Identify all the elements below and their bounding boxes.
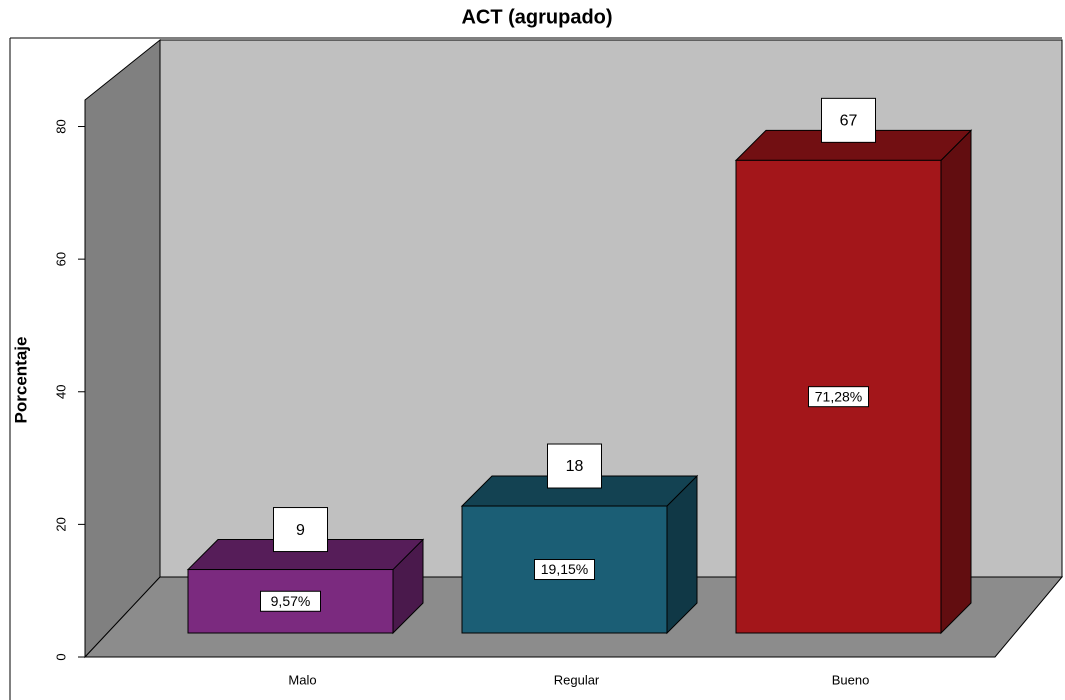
y-axis-label: Porcentaje	[11, 337, 30, 424]
x-tick-label: Regular	[554, 672, 600, 687]
y-tick-label: 60	[53, 252, 68, 266]
value-label: 9,57%	[271, 593, 311, 609]
y-tick-label: 0	[53, 653, 68, 660]
value-label-box	[260, 590, 321, 612]
x-tick-label: Bueno	[832, 672, 870, 687]
value-label: 19,15%	[541, 561, 588, 577]
chart-title: ACT (agrupado)	[461, 6, 612, 28]
y-tick-label: 20	[53, 517, 68, 531]
side-wall	[84, 38, 161, 659]
y-tick-label: 40	[53, 385, 68, 399]
value-label: 71,28%	[815, 388, 862, 404]
count-box	[821, 97, 876, 143]
value-label-box	[534, 559, 595, 581]
count-box	[273, 507, 328, 553]
value-label-box	[808, 386, 869, 408]
count-label: 18	[566, 458, 584, 475]
bar-side	[940, 129, 972, 635]
x-tick-label: Malo	[288, 672, 316, 687]
count-label: 9	[296, 522, 305, 539]
y-tick-label: 80	[53, 119, 68, 133]
count-box	[547, 443, 602, 489]
count-label: 67	[840, 113, 858, 130]
